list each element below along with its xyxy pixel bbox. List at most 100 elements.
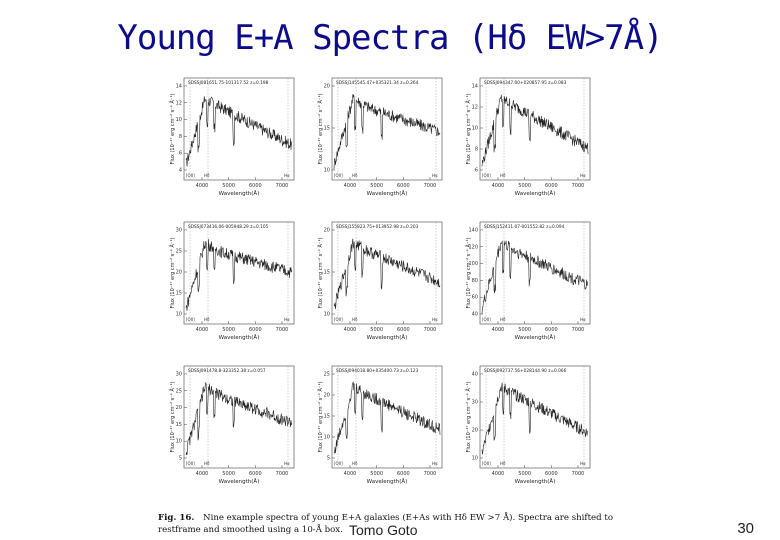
x-tick-label: 4000 <box>344 471 357 477</box>
plot-frame <box>183 77 295 181</box>
slide-title: Young E+A Spectra (Hδ EW>7Å) <box>117 18 663 58</box>
panel-object-id: SDSSJ094347.00+020857.95 z=0.083 <box>484 80 567 86</box>
emission-line-label: Hδ <box>500 317 506 322</box>
y-axis-label: Flux (10⁻¹⁷ erg cm⁻² s⁻¹ Å⁻¹) <box>317 93 324 164</box>
y-axis-label: Flux (10⁻¹⁷ erg cm⁻² s⁻¹ Å⁻¹) <box>465 93 472 164</box>
x-tick-label: 5000 <box>518 183 531 189</box>
spectrum-plot: 4000 5000 6000 7000 10 15 20 SDSSJ145545.47+035… <box>317 77 443 197</box>
x-tick-label: 4000 <box>196 471 209 477</box>
x-tick-label: 5000 <box>518 327 531 333</box>
y-tick-label: 30 <box>176 228 182 234</box>
y-axis-label: Flux (10⁻¹⁷ erg cm⁻² s⁻¹ Å⁻¹) <box>465 237 472 308</box>
x-tick-label: 4000 <box>492 471 505 477</box>
y-tick-label: 5 <box>179 456 182 462</box>
panel-object-id: SDSSJ091478.8-323352.38 z=0.057 <box>188 368 266 374</box>
x-tick-label: 4000 <box>492 327 505 333</box>
y-tick-label: 12 <box>176 100 182 106</box>
panel-object-id: SDSSJ155823.75+013952.98 z=0.203 <box>336 224 419 230</box>
spectrum-trace <box>185 239 293 311</box>
x-axis-label: Wavelength(Å) <box>515 190 556 197</box>
emission-line-label: [OII] <box>186 173 195 178</box>
y-tick-label: 20 <box>324 84 330 90</box>
emission-line-label: Hα <box>284 461 290 466</box>
y-tick-label: 140 <box>468 228 478 234</box>
x-axis-label: Wavelength(Å) <box>367 190 408 197</box>
y-tick-label: 40 <box>472 372 478 378</box>
y-tick-label: 10 <box>472 456 478 462</box>
x-tick-label: 6000 <box>545 471 558 477</box>
panel-object-id: SDSSJ073416.06-005948.29 z=0.105 <box>188 224 269 230</box>
x-tick-label: 5000 <box>222 183 235 189</box>
spectrum-plot: 4000 5000 6000 7000 4 6 8 10 12 14 SDSSJ081651.75-… <box>169 77 295 197</box>
plot-frame <box>183 365 295 469</box>
x-tick-label: 4000 <box>196 183 209 189</box>
y-tick-label: 8 <box>179 134 182 140</box>
x-tick-label: 6000 <box>249 327 262 333</box>
y-axis-label: Flux (10⁻¹⁷ erg cm⁻² s⁻¹ Å⁻¹) <box>317 381 324 452</box>
spectra-figure: 4000 5000 6000 7000 4 6 8 10 12 14 SDSSJ081651.75-… <box>169 72 610 504</box>
spectrum-trace <box>481 240 589 315</box>
x-tick-label: 7000 <box>572 327 585 333</box>
panel-object-id: SDSSJ081651.75-101317.52 z=0.198 <box>188 80 269 86</box>
spectrum-panel: 4000 5000 6000 7000 5 10 15 20 25 30 SDSSJ091478.8… <box>169 360 310 500</box>
caption-text: Nine example spectra of young E+A galaxi… <box>158 513 613 535</box>
y-tick-label: 10 <box>324 168 330 174</box>
y-tick-label: 15 <box>176 422 182 428</box>
page-number: 30 <box>737 520 754 537</box>
spectrum-trace <box>333 238 441 310</box>
panel-object-id: SDSSJ092737.56+028144.90 z=0.066 <box>484 368 567 374</box>
plot-frame <box>331 77 443 181</box>
spectrum-panel: 4000 5000 6000 7000 10 20 30 40 SDSSJ092737.56+0… <box>465 360 606 500</box>
x-tick-label: 7000 <box>424 471 437 477</box>
spectrum-trace <box>481 94 589 167</box>
y-tick-label: 10 <box>176 439 182 445</box>
spectrum-panel: 4000 5000 6000 7000 4 6 8 10 12 14 SDSSJ081651.75-… <box>169 72 310 212</box>
x-tick-label: 6000 <box>397 327 410 333</box>
y-tick-label: 4 <box>179 168 182 174</box>
y-tick-label: 25 <box>176 388 182 394</box>
spectrum-trace <box>333 94 441 170</box>
y-axis-label: Flux (10⁻¹⁷ erg cm⁻² s⁻¹ Å⁻¹) <box>317 237 324 308</box>
spectrum-plot: 4000 5000 6000 7000 10 20 30 40 SDSSJ092737.56+0… <box>465 365 591 485</box>
y-tick-label: 14 <box>176 84 182 90</box>
spectrum-plot: 4000 5000 6000 7000 40 60 80 100 120 140 SDSSJ1524… <box>465 221 591 341</box>
spectrum-panel: 4000 5000 6000 7000 40 60 80 100 120 140 SDSSJ1524… <box>465 216 606 356</box>
x-axis-label: Wavelength(Å) <box>219 478 260 485</box>
x-tick-label: 6000 <box>249 471 262 477</box>
spectrum-panel: 4000 5000 6000 7000 10 15 20 SDSSJ155823.75+013… <box>317 216 458 356</box>
y-tick-label: 8 <box>475 147 478 153</box>
y-tick-label: 25 <box>176 249 182 255</box>
y-tick-label: 10 <box>324 312 330 318</box>
plot-frame <box>479 365 591 469</box>
author-name: Tomo Goto <box>347 522 420 538</box>
emission-line-label: Hδ <box>204 461 210 466</box>
spectrum-panel: 4000 5000 6000 7000 10 15 20 25 30 SDSSJ073416.06… <box>169 216 310 356</box>
x-tick-label: 4000 <box>492 183 505 189</box>
emission-line-label: Hα <box>284 173 290 178</box>
y-tick-label: 25 <box>324 372 330 378</box>
emission-line-label: Hα <box>580 173 586 178</box>
x-tick-label: 5000 <box>370 183 383 189</box>
y-tick-label: 6 <box>475 168 478 174</box>
x-tick-label: 6000 <box>545 327 558 333</box>
x-tick-label: 5000 <box>518 471 531 477</box>
panel-object-id: SDSSJ145545.47+035321.34 z=0.264 <box>336 80 419 86</box>
x-tick-label: 5000 <box>222 327 235 333</box>
x-tick-label: 7000 <box>276 183 289 189</box>
y-axis-label: Flux (10⁻¹⁷ erg cm⁻² s⁻¹ Å⁻¹) <box>169 93 176 164</box>
emission-line-label: [OII] <box>186 461 195 466</box>
y-axis-label: Flux (10⁻¹⁷ erg cm⁻² s⁻¹ Å⁻¹) <box>169 381 176 452</box>
emission-line-label: [OII] <box>482 173 491 178</box>
y-tick-label: 20 <box>472 428 478 434</box>
y-tick-label: 10 <box>176 117 182 123</box>
spectrum-panel: 4000 5000 6000 7000 5 10 15 20 25 SDSSJ094018.80+… <box>317 360 458 500</box>
spectrum-plot: 4000 5000 6000 7000 10 15 20 SDSSJ155823.75+013… <box>317 221 443 341</box>
y-tick-label: 6 <box>179 151 182 157</box>
y-tick-label: 12 <box>472 105 478 111</box>
emission-line-label: Hα <box>432 317 438 322</box>
y-tick-label: 20 <box>324 393 330 399</box>
x-axis-label: Wavelength(Å) <box>515 334 556 341</box>
x-tick-label: 6000 <box>397 471 410 477</box>
emission-line-label: Hα <box>432 173 438 178</box>
x-tick-label: 7000 <box>276 471 289 477</box>
